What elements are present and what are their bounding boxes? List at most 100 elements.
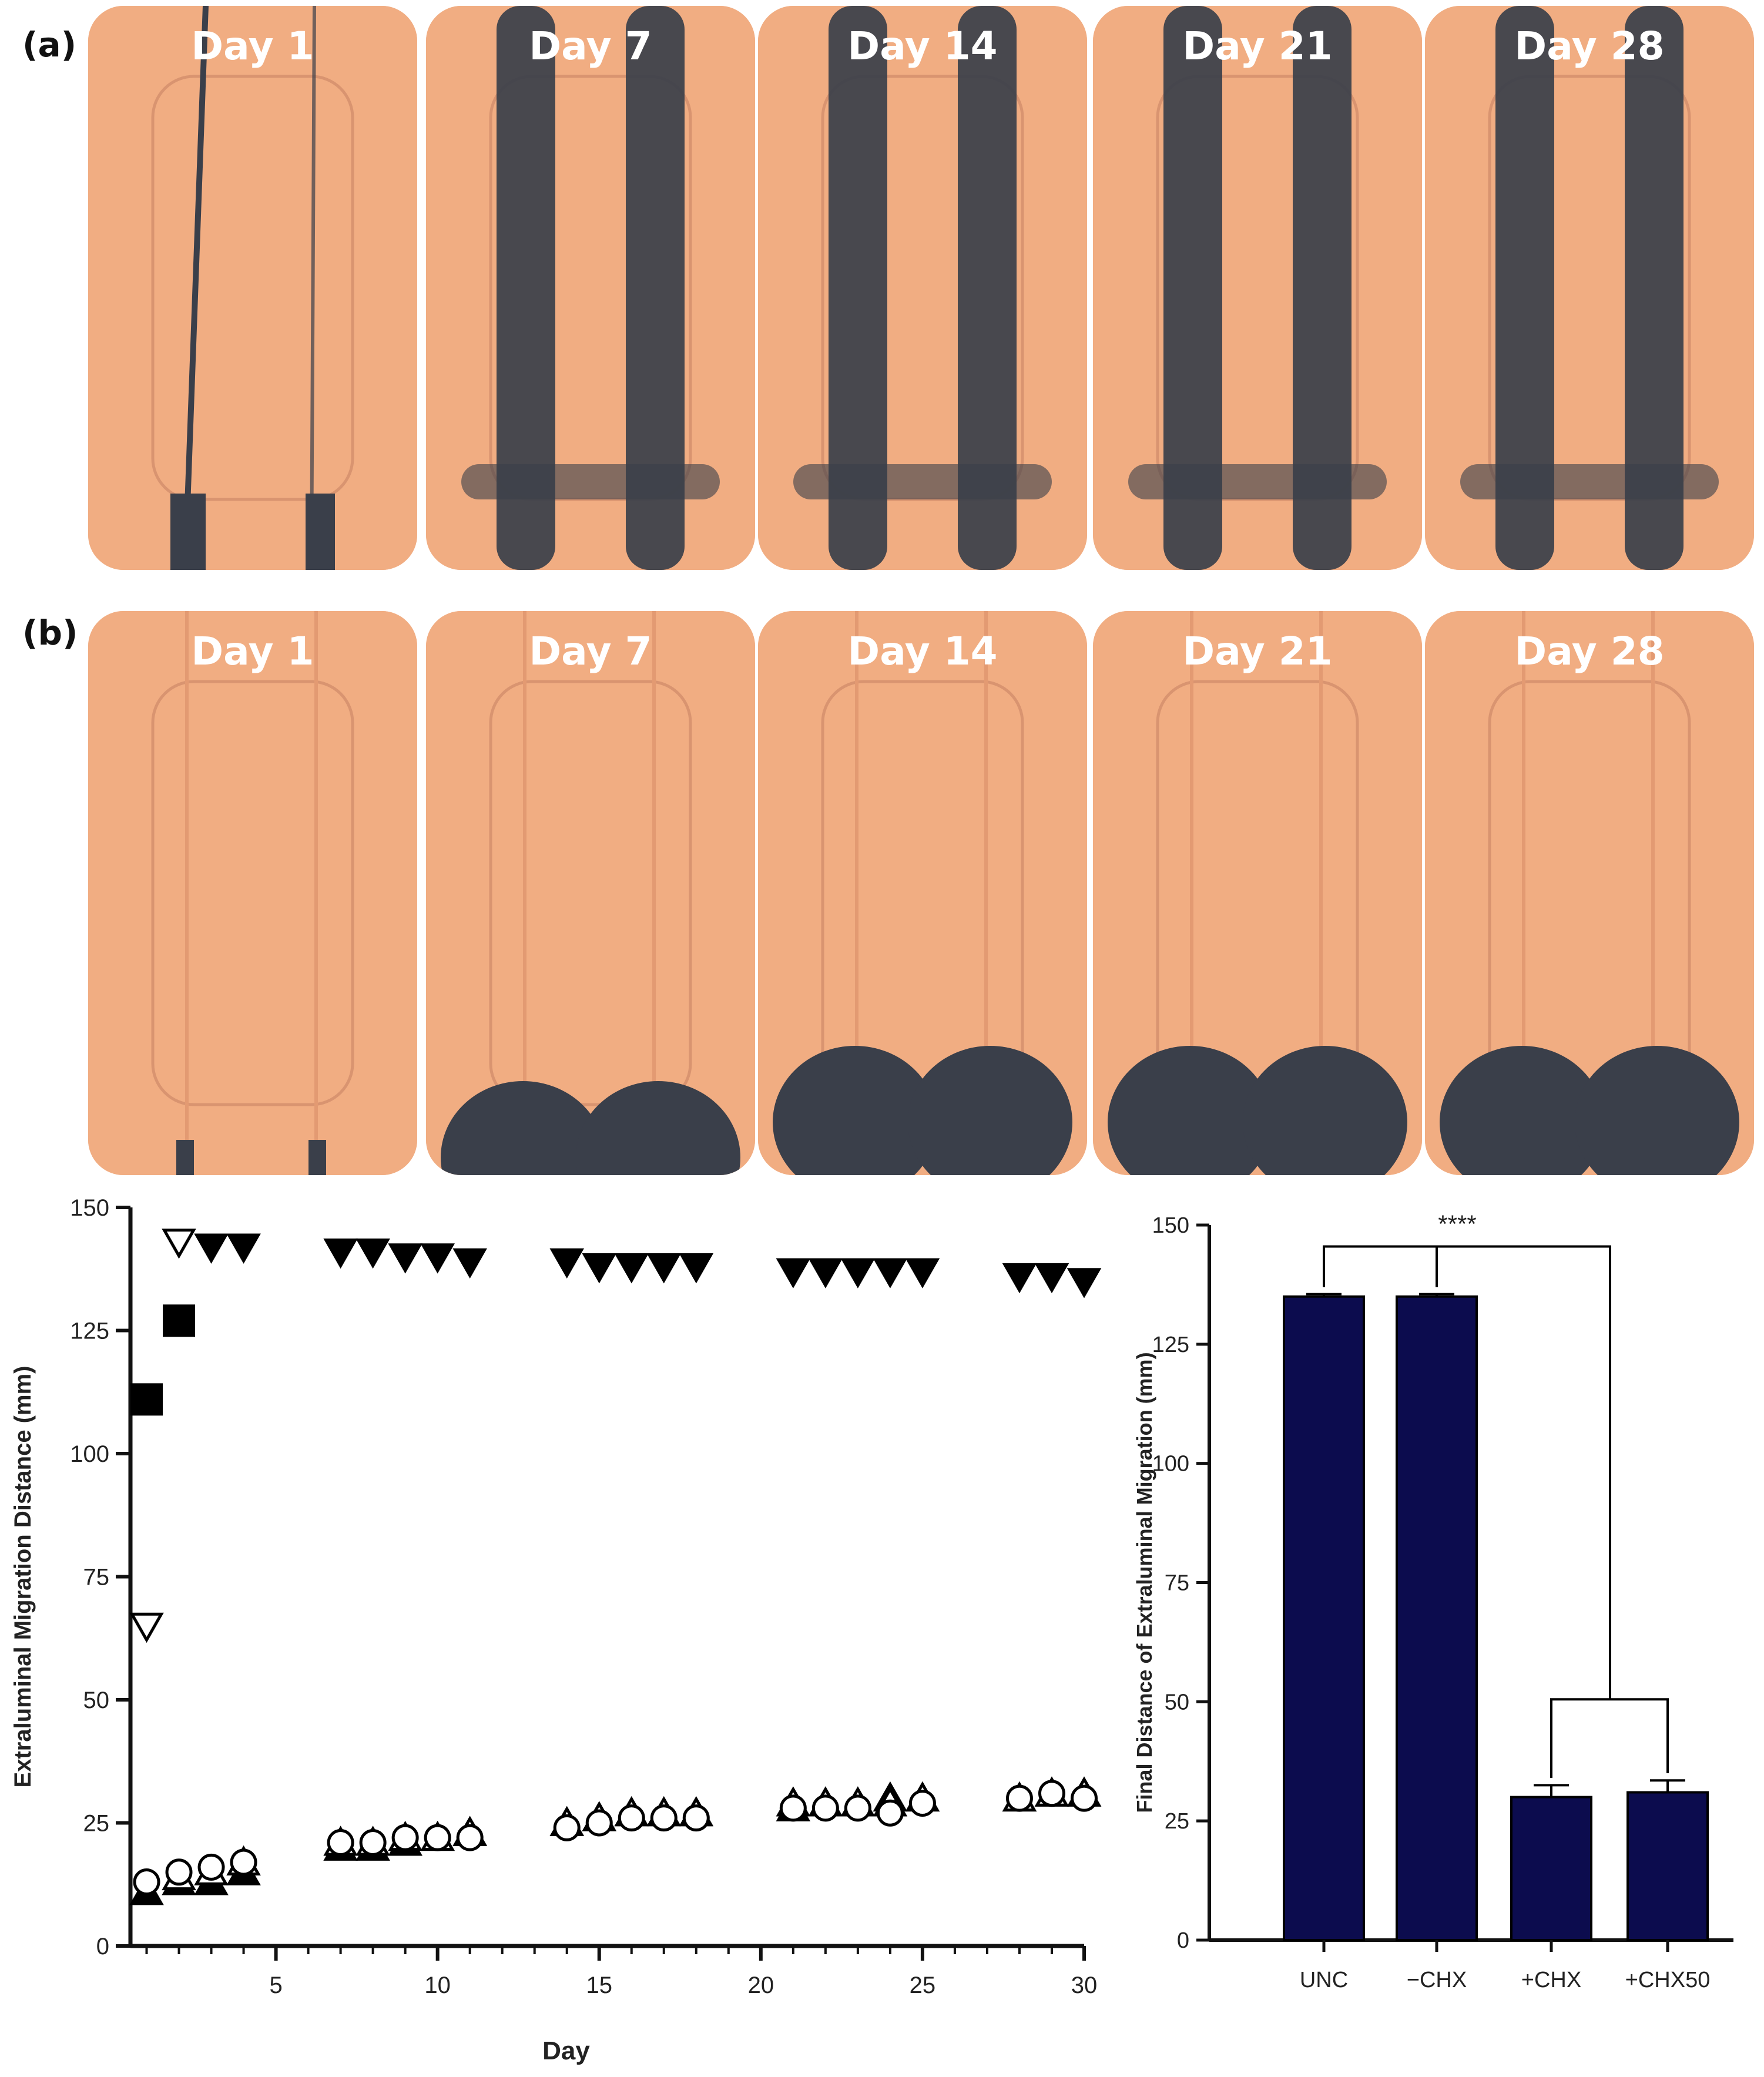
data-point [1038,1780,1065,1807]
y-tick-label: 100 [1152,1452,1189,1477]
y-tick-label: 75 [83,1565,110,1591]
plate-drawing [88,611,417,1175]
plate-photo: Day 28 [1425,6,1754,570]
catheter-line [1651,611,1655,1175]
swarm-well-edge [461,464,720,499]
plate-well [151,680,354,1106]
data-point [162,1229,196,1259]
plate-drawing [758,6,1087,570]
swarm-blob [1108,1046,1272,1175]
swarm-band [958,6,1017,570]
category-label: +CHX50 [1625,1968,1711,1992]
plate-photo: Day 14 [758,611,1087,1175]
y-tick-label: 150 [1152,1213,1189,1238]
y-tick-label: 50 [83,1687,110,1713]
data-point [840,1258,876,1289]
plate-day-label: Day 14 [847,24,998,69]
scatter-y-axis-label: Extraluminal Migration Distance (mm) [10,1366,36,1788]
significance-bracket [1323,1245,1611,1700]
data-point [130,1383,163,1416]
data-point [133,1868,160,1896]
swarm-spot [308,1140,326,1175]
data-point [1002,1263,1037,1294]
panel-a-photo-row: Day 1 Day 7 Day 14 Day 21 Day 28 [88,6,1764,570]
data-point [424,1824,451,1851]
significance-bracket [1550,1698,1669,1779]
swarm-band [1163,6,1222,570]
data-point [327,1829,354,1857]
catheter-line [855,611,858,1175]
data-point [549,1248,585,1279]
plate-day-label: Day 21 [1182,629,1333,674]
plate-drawing [426,6,755,570]
bar [1510,1796,1592,1941]
swarm-spot [170,494,206,570]
panel-b-photo-row: Day 1 Day 7 Day 14 Day 21 Day 28 [88,611,1764,1175]
data-point [876,1799,904,1827]
plate-day-label: Day 28 [1514,629,1665,674]
data-point [650,1804,678,1832]
catheter-line [652,611,656,1175]
data-point [682,1804,710,1832]
plate-drawing [88,6,417,570]
swarm-blob [1575,1046,1739,1175]
plate-well [489,680,692,1106]
plate-drawing [1093,611,1422,1175]
swarm-well-edge [793,464,1052,499]
swarm-band [829,6,887,570]
data-point [779,1794,807,1822]
category-label: UNC [1300,1968,1348,1992]
bar-y-axis-label: Final Distance of Extraluminal Migration… [1132,1352,1156,1813]
data-point [452,1248,487,1279]
swarm-spot [176,1140,194,1175]
swarm-well-edge [1460,464,1719,499]
swarm-blob [908,1046,1072,1175]
data-point [197,1853,225,1881]
data-point [1071,1784,1098,1812]
plate-photo: Day 21 [1093,6,1422,570]
plate-photo: Day 7 [426,6,755,570]
data-point [553,1814,581,1841]
plate-drawing [758,611,1087,1175]
y-tick-label: 125 [1152,1333,1189,1357]
plate-day-label: Day 7 [529,629,652,674]
plate-photo: Day 1 [88,6,417,570]
bar-chart: 0 25 50 75 100 125 150 Final Distance of Extral… [1132,1210,1733,1992]
plate-photo: Day 21 [1093,611,1422,1175]
data-point [1005,1784,1033,1812]
data-point [163,1304,196,1337]
swarm-band [626,6,685,570]
category-label: +CHX [1521,1968,1581,1992]
catheter-line [984,611,988,1175]
swarm-blob [576,1081,740,1175]
data-point [359,1829,387,1857]
x-tick-label: 25 [910,1972,936,1998]
plate-day-label: Day 1 [191,629,314,674]
swarm-blob [1440,1046,1604,1175]
data-point [323,1238,358,1269]
y-tick-label: 75 [1165,1571,1189,1596]
y-tick-label: 0 [1177,1928,1189,1953]
plate-day-label: Day 21 [1182,24,1333,69]
data-point [808,1258,843,1289]
data-point [905,1258,940,1289]
bar [1396,1295,1478,1942]
data-point [230,1848,257,1876]
swarm-blob [441,1081,605,1175]
data-point [194,1233,229,1264]
scatter-x-axis-label: Day [542,2036,590,2065]
data-point [391,1824,419,1851]
data-point [585,1809,613,1837]
plate-photo: Day 7 [426,611,755,1175]
plate-day-label: Day 14 [847,629,998,674]
data-point [618,1804,645,1832]
plate-drawing [1425,6,1754,570]
data-point [1067,1268,1102,1298]
plate-photo: Day 1 [88,611,417,1175]
y-tick-label: 125 [70,1318,109,1344]
data-point [388,1243,422,1274]
data-point [614,1253,649,1284]
catheter-line [310,6,316,570]
data-point [165,1858,193,1886]
significance-stars: **** [1438,1210,1476,1238]
